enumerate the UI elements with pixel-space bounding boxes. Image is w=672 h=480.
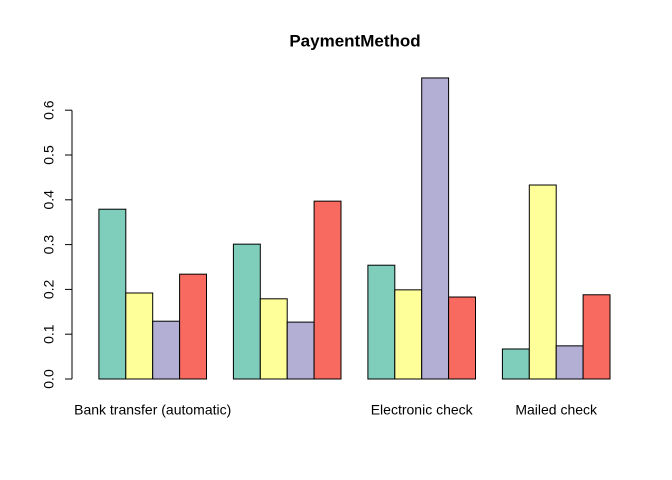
- x-tick-label: Bank transfer (automatic): [74, 402, 231, 418]
- x-tick-label: Electronic check: [371, 402, 474, 418]
- bar: [98, 208, 127, 380]
- y-tick-label: 0.6: [41, 100, 57, 120]
- bar: [313, 200, 342, 380]
- bar: [501, 348, 530, 380]
- y-tick-label: 0.3: [41, 235, 57, 255]
- bar: [582, 294, 611, 380]
- bar: [179, 273, 208, 380]
- y-tick-label: 0.2: [41, 279, 57, 299]
- y-tick-label: 0.5: [41, 145, 57, 165]
- bar: [448, 296, 477, 380]
- chart-title: PaymentMethod: [289, 31, 420, 50]
- bar: [259, 298, 288, 380]
- bar: [367, 264, 396, 380]
- bar: [528, 184, 557, 380]
- bar: [394, 289, 423, 380]
- y-tick-label: 0.1: [41, 324, 57, 344]
- bar: [152, 320, 181, 380]
- bar: [232, 243, 261, 380]
- y-tick-label: 0.4: [41, 190, 57, 210]
- bar: [286, 321, 315, 380]
- bar: [125, 292, 154, 380]
- bar: [555, 345, 584, 380]
- x-tick-label: Mailed check: [515, 402, 598, 418]
- bar: [421, 77, 450, 380]
- y-tick-label: 0.0: [41, 369, 57, 389]
